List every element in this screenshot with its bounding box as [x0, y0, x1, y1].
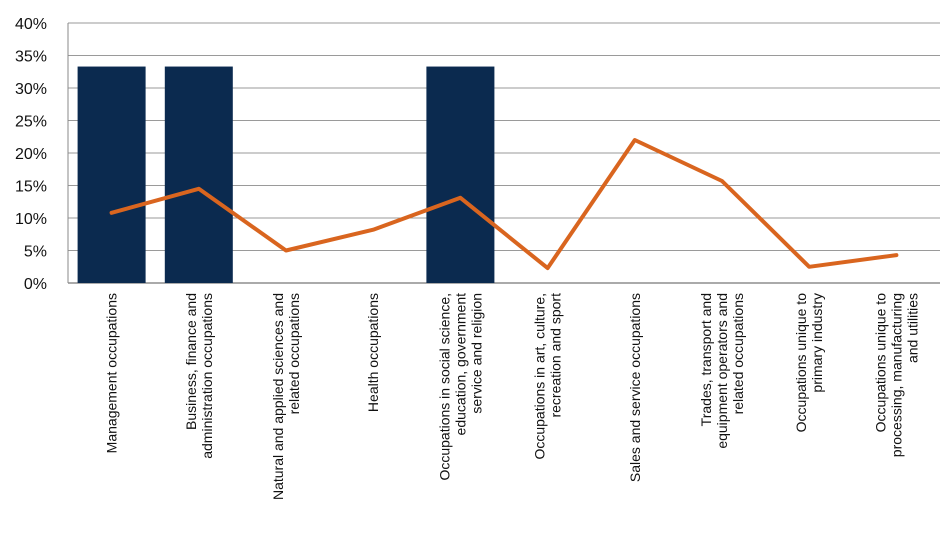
x-category-label-line: and utilities: [904, 293, 920, 363]
x-category-label-line: processing, manufacturing: [888, 293, 904, 457]
bar: [77, 66, 146, 283]
x-category-label: Management occupations: [104, 293, 120, 453]
x-category-label: Trades, transport andequipment operators…: [698, 293, 746, 449]
bar: [164, 66, 233, 283]
x-category-label-line: Occupations in art, culture,: [532, 293, 548, 460]
y-tick-label: 15%: [15, 179, 47, 196]
x-category-label-line: Natural and applied sciences and: [270, 293, 286, 500]
y-tick-label: 40%: [15, 16, 47, 33]
line-series: [109, 138, 899, 271]
x-category-label-line: Occupations in social science,: [436, 293, 452, 481]
x-category-label-line: Management occupations: [104, 293, 120, 453]
x-category-label: Sales and service occupations: [627, 293, 643, 482]
x-category-label-line: Trades, transport and: [698, 293, 714, 426]
line-series-path: [109, 138, 899, 271]
x-category-label-line: related occupations: [286, 293, 302, 414]
y-tick-label: 0%: [24, 276, 47, 293]
y-tick-label: 35%: [15, 49, 47, 66]
x-category-label-line: related occupations: [730, 293, 746, 414]
x-category-label: Health occupations: [365, 293, 381, 412]
y-tick-label: 30%: [15, 81, 47, 98]
x-axis-category-labels: Management occupations Business, finance …: [104, 293, 921, 500]
bar: [426, 66, 495, 283]
x-category-label: Occupations in social science,education,…: [436, 293, 484, 481]
x-category-label-line: service and religion: [468, 293, 484, 414]
x-category-label: Occupations in art, culture,recreation a…: [532, 293, 564, 460]
y-axis-tick-labels: 0% 5% 10% 15% 20% 25% 30% 35% 40%: [15, 16, 47, 293]
x-category-label-line: Health occupations: [365, 293, 381, 412]
x-category-label-line: equipment operators and: [714, 293, 730, 449]
x-category-label-line: recreation and sport: [548, 293, 564, 418]
x-category-label-line: Business, finance and: [183, 293, 199, 430]
x-category-label-line: administration occupations: [199, 293, 215, 459]
x-category-label: Business, finance andadministration occu…: [183, 293, 215, 459]
x-category-label-line: primary industry: [809, 293, 825, 393]
x-category-label: Occupations unique toprocessing, manufac…: [872, 293, 920, 457]
x-category-label-line: Sales and service occupations: [627, 293, 643, 482]
x-category-label: Natural and applied sciences andrelated …: [270, 293, 302, 500]
y-tick-label: 10%: [15, 211, 47, 228]
x-category-label: Occupations unique toprimary industry: [793, 293, 825, 433]
x-category-label-line: Occupations unique to: [872, 293, 888, 433]
x-category-label-line: Occupations unique to: [793, 293, 809, 433]
y-tick-label: 25%: [15, 114, 47, 131]
bar-series: [77, 66, 495, 283]
x-category-label-line: education, government: [452, 293, 468, 436]
y-tick-label: 20%: [15, 146, 47, 163]
y-tick-label: 5%: [24, 244, 47, 261]
